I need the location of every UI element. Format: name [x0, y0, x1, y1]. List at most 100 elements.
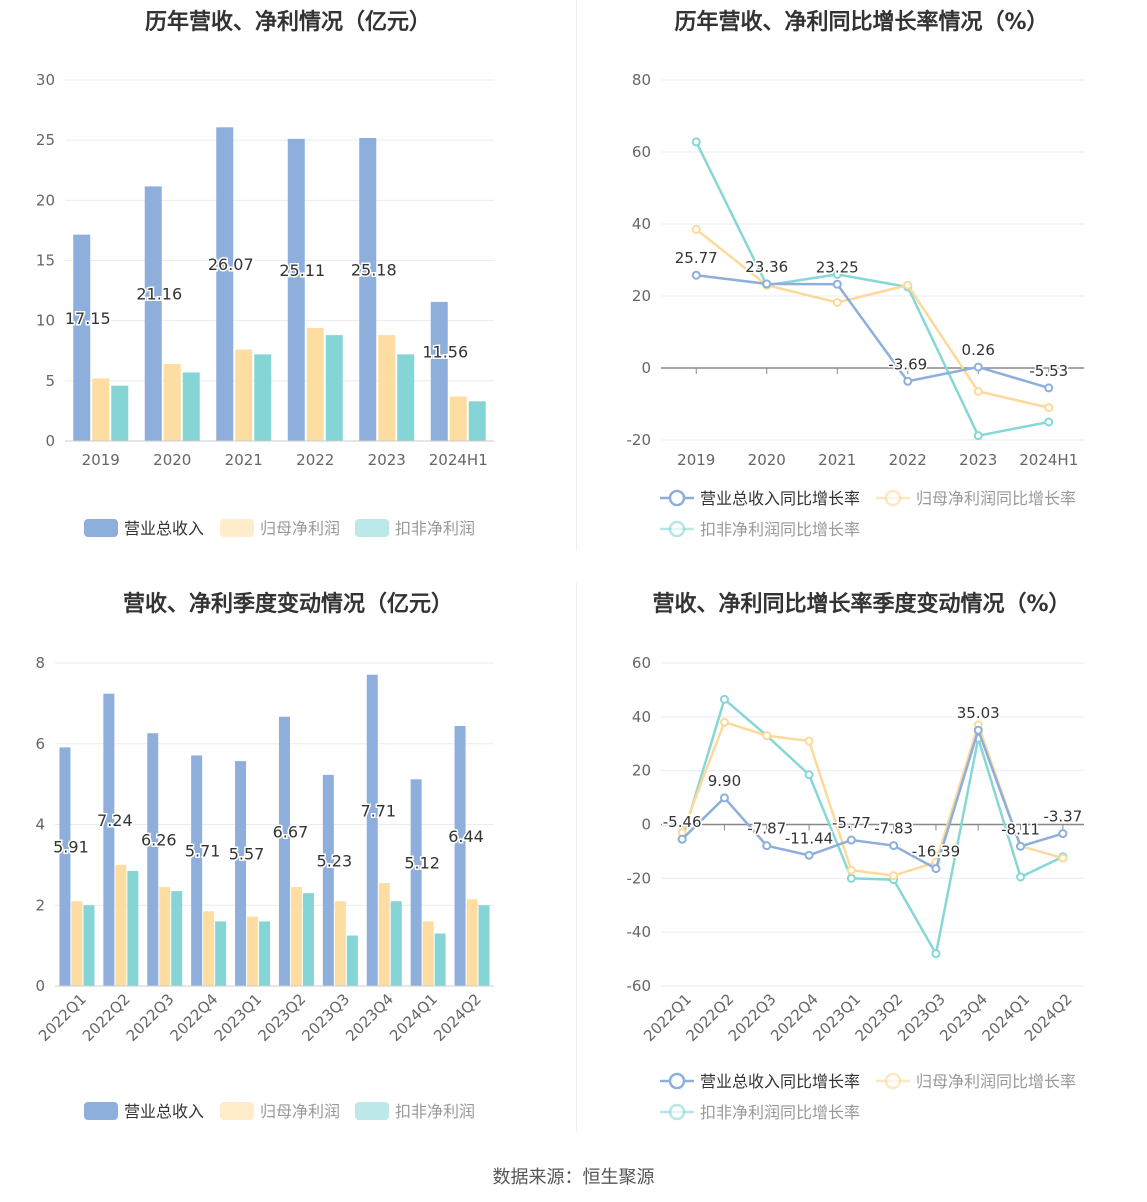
bar-deducted-profit — [83, 905, 95, 986]
y-tick-label: 0 — [641, 359, 651, 377]
legend-swatch — [220, 1102, 254, 1120]
bar-revenue — [287, 138, 305, 441]
x-tick-label: 2023Q4 — [342, 990, 397, 1045]
data-label: 9.90 — [708, 772, 741, 790]
data-label: 6.26 — [141, 831, 177, 850]
bar-net-profit — [378, 883, 390, 986]
data-point — [832, 297, 842, 307]
data-label: -3.37 — [1043, 808, 1082, 826]
bar-deducted-profit — [215, 921, 227, 986]
vertical-divider-bottom — [576, 582, 577, 1132]
data-point — [691, 137, 701, 147]
data-point — [1044, 403, 1054, 413]
legend-label: 归母净利润 — [260, 1102, 340, 1121]
data-point — [719, 694, 729, 704]
x-tick-label: 2019 — [82, 451, 120, 469]
x-tick-label: 2022 — [889, 451, 927, 469]
y-tick-label: 80 — [632, 71, 651, 89]
y-tick-label: 15 — [36, 252, 55, 270]
bar-revenue — [73, 234, 91, 441]
y-tick-label: 6 — [35, 735, 45, 753]
annual-bar-svg: 0 5 10 15 20 25 30 17.15 21.16 26.07 25.11 25.18 11.… — [36, 71, 494, 538]
data-point — [832, 279, 842, 289]
legend-label: 营业总收入同比增长率 — [700, 489, 860, 508]
y-tick-label: -40 — [627, 923, 652, 941]
y-tick-label: 5 — [45, 372, 55, 390]
bar-revenue — [278, 716, 290, 986]
quarterly-line-svg: -60 -40 -20 0 20 40 60 -5.46 9.90 -7.87-11.44-5.7… — [627, 654, 1084, 1122]
y-tick-label: 30 — [36, 71, 55, 89]
series-line — [695, 141, 1049, 438]
y-tick-label: 25 — [36, 131, 55, 149]
x-tick-label: 2022Q3 — [123, 990, 178, 1045]
bar-net-profit — [378, 335, 396, 441]
bar-revenue — [191, 755, 203, 986]
y-tick-label: 20 — [632, 287, 651, 305]
data-label: 11.56 — [422, 342, 468, 361]
bar-deducted-profit — [259, 921, 271, 986]
data-point — [804, 770, 814, 780]
bar-deducted-profit — [346, 935, 358, 986]
x-tick-label: 2023 — [368, 451, 406, 469]
bar-revenue — [147, 733, 159, 986]
bar-revenue — [366, 674, 378, 986]
series-line — [680, 720, 1064, 877]
legend-swatch — [355, 1102, 389, 1120]
bar-deducted-profit — [127, 870, 139, 986]
x-tick-label: 2022Q2 — [79, 990, 134, 1045]
bar-net-profit — [449, 396, 467, 441]
bar-revenue — [454, 725, 466, 986]
legend-label: 扣非净利润同比增长率 — [700, 1103, 860, 1122]
data-label: 17.15 — [65, 309, 111, 328]
legend-swatch — [355, 519, 389, 537]
data-label: 35.03 — [957, 704, 1000, 722]
bar-net-profit — [334, 901, 346, 986]
data-label: 5.71 — [185, 842, 221, 861]
series-line — [696, 273, 1050, 390]
x-tick-label: 2023Q1 — [211, 990, 266, 1045]
chart-title: 历年营收、净利情况（亿元） — [144, 10, 431, 35]
data-point — [762, 731, 772, 741]
vertical-divider-top — [576, 0, 577, 550]
chart-title: 历年营收、净利同比增长率情况（%） — [674, 10, 1049, 35]
x-tick-label: 2024Q2 — [1021, 990, 1076, 1045]
bar-net-profit — [159, 887, 171, 986]
x-tick-label: 2019 — [677, 451, 715, 469]
data-point — [762, 279, 772, 289]
data-point — [832, 269, 842, 279]
y-tick-label: 0 — [35, 977, 45, 995]
y-tick-label: 0 — [641, 816, 651, 834]
bar-net-profit — [92, 378, 110, 441]
x-tick-label: 2023Q3 — [298, 990, 353, 1045]
bar-net-profit — [235, 349, 253, 441]
data-label: -5.53 — [1029, 362, 1068, 380]
data-label: 25.18 — [351, 261, 397, 280]
data-label: 25.11 — [279, 261, 325, 280]
series-line — [680, 697, 1064, 958]
annual-line-svg: -20 0 20 40 60 80 25.77 23.36 23.25 -3.69 0.26 -5.5… — [627, 71, 1084, 539]
bar-revenue — [359, 138, 377, 441]
data-point — [889, 871, 899, 881]
data-point — [719, 793, 729, 803]
data-point — [846, 865, 856, 875]
legend-swatch — [84, 1102, 118, 1120]
bar-net-profit — [466, 899, 478, 986]
bar-deducted-profit — [254, 354, 272, 441]
data-point — [931, 949, 941, 959]
data-label: 5.23 — [317, 851, 353, 870]
legend-label: 归母净利润 — [260, 519, 340, 538]
y-tick-label: -60 — [627, 977, 652, 995]
data-point — [973, 386, 983, 396]
y-tick-label: 0 — [45, 432, 55, 450]
legend-label: 归母净利润同比增长率 — [916, 1072, 1076, 1091]
y-tick-label: 2 — [35, 896, 45, 914]
data-point — [973, 431, 983, 441]
annual-growth-rate-chart: 历年营收、净利同比增长率情况（%） -20 0 20 40 60 80 25.77 23.36… — [576, 0, 1147, 560]
legend-marker — [668, 1072, 686, 1090]
legend-label: 扣非净利润同比增长率 — [700, 520, 860, 539]
bar-net-profit — [247, 916, 259, 986]
bar-deducted-profit — [468, 401, 486, 441]
x-tick-label: 2024H1 — [1019, 451, 1078, 469]
bar-net-profit — [71, 901, 83, 986]
x-tick-label: 2022Q4 — [167, 990, 222, 1045]
